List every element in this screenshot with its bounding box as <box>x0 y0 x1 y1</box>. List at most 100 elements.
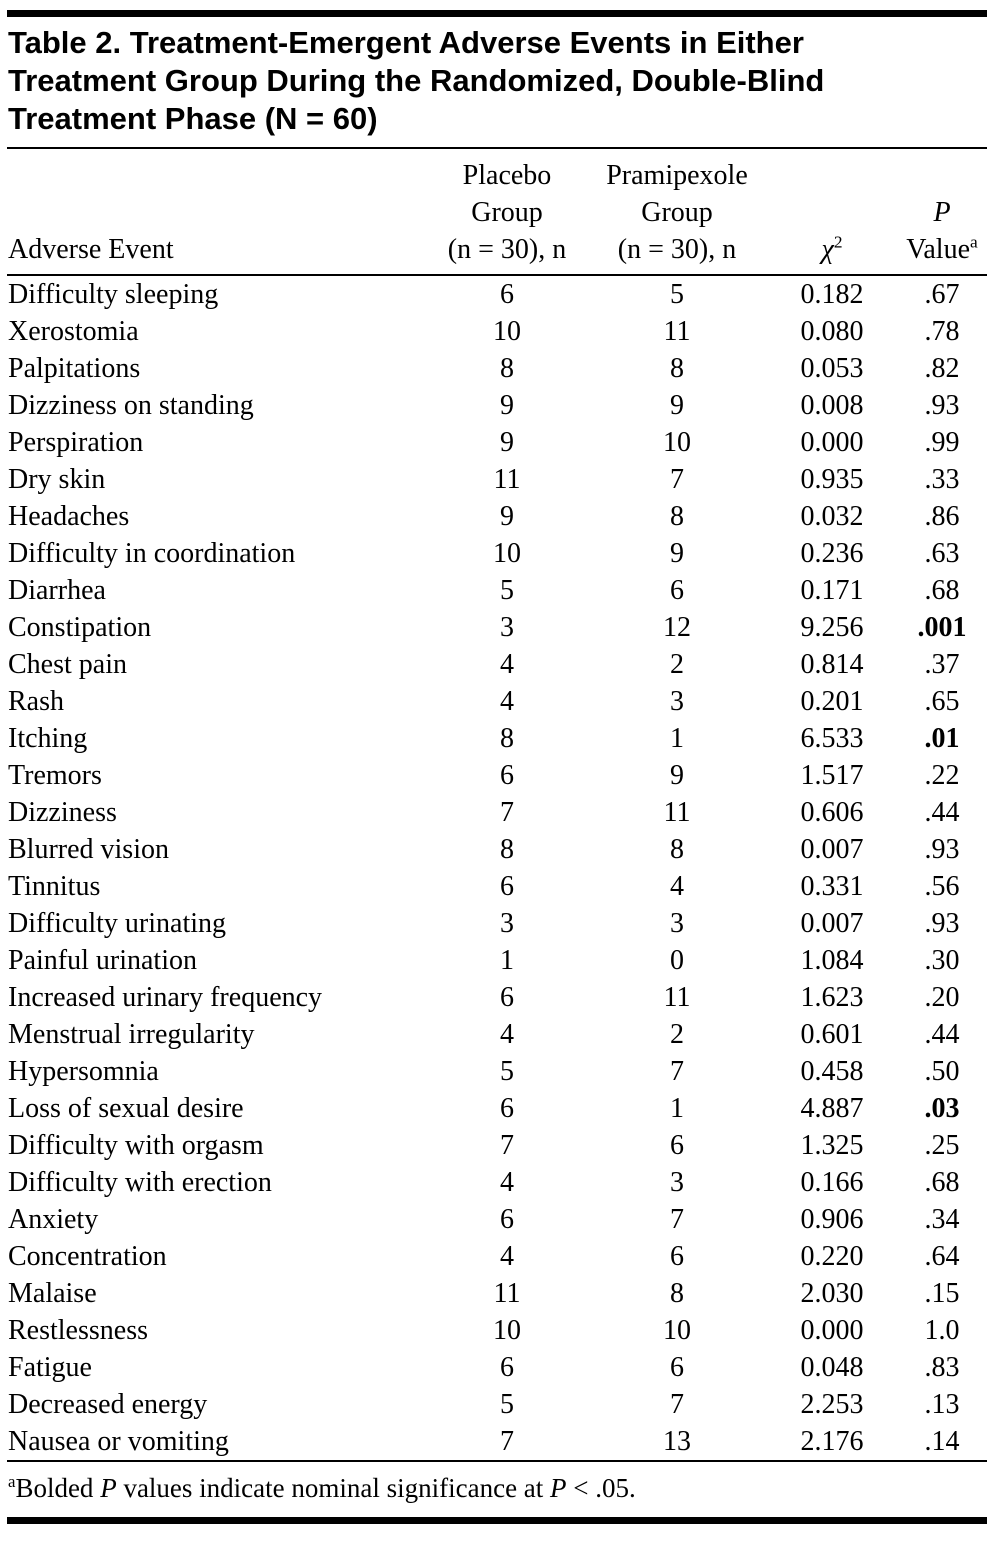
chi2-cell: 0.201 <box>800 686 864 717</box>
chi2-cell: 0.458 <box>800 1056 864 1087</box>
event-cell: Restlessness <box>8 1315 148 1346</box>
pramipexole-count-cell: 3 <box>670 1167 684 1198</box>
p-value-cell: 1.0 <box>924 1315 960 1346</box>
pramipexole-count-cell: 7 <box>670 1389 684 1420</box>
col-header-pramipexole-group: Pramipexole Group (n = 30), n <box>606 160 748 265</box>
p-value-cell: .001 <box>917 612 967 643</box>
table-row: Difficulty with erection 4 3 0.166 .68 <box>7 1164 987 1201</box>
event-cell: Dizziness <box>8 797 117 828</box>
p-value-cell: .99 <box>924 427 960 458</box>
p-value-cell: .03 <box>924 1093 960 1124</box>
event-cell: Perspiration <box>8 427 144 458</box>
table-title: Table 2. Treatment-Emergent Adverse Even… <box>7 17 987 147</box>
placebo-count-cell: 11 <box>493 464 521 495</box>
placebo-count-cell: 5 <box>500 1056 514 1087</box>
chi2-cell: 0.080 <box>800 316 864 347</box>
chi2-cell: 0.814 <box>800 649 864 680</box>
table-row: Hypersomnia 5 7 0.458 .50 <box>7 1053 987 1090</box>
pramipexole-count-cell: 4 <box>670 871 684 902</box>
table-row: Dizziness on standing 9 9 0.008 .93 <box>7 387 987 424</box>
table-row: Rash 4 3 0.201 .65 <box>7 683 987 720</box>
chi2-cell: 0.906 <box>800 1204 864 1235</box>
event-cell: Fatigue <box>8 1352 92 1383</box>
table-header-row: Adverse Event Placebo Group (n = 30), n … <box>7 148 987 275</box>
placebo-count-cell: 10 <box>493 538 521 569</box>
event-cell: Diarrhea <box>8 575 106 606</box>
pramipexole-count-cell: 8 <box>670 1278 684 1309</box>
title-line: Table 2. Treatment-Emergent Adverse Even… <box>8 25 804 60</box>
placebo-count-cell: 7 <box>500 797 514 828</box>
chi2-cell: 0.008 <box>800 390 864 421</box>
pramipexole-count-cell: 10 <box>663 427 691 458</box>
p-value-cell: .14 <box>924 1426 960 1457</box>
event-cell: Palpitations <box>8 353 141 384</box>
placebo-count-cell: 6 <box>500 760 514 791</box>
event-cell: Difficulty with erection <box>8 1167 272 1198</box>
chi2-cell: 0.000 <box>800 1315 864 1346</box>
pramipexole-count-cell: 6 <box>670 575 684 606</box>
p-value-cell: .86 <box>924 501 960 532</box>
p-value-cell: .68 <box>924 575 960 606</box>
event-cell: Blurred vision <box>8 834 169 865</box>
placebo-count-cell: 6 <box>500 1352 514 1383</box>
placebo-count-cell: 4 <box>500 1167 514 1198</box>
chi2-cell: 9.256 <box>800 612 864 643</box>
col-header-p-value: P Valuea <box>906 197 978 265</box>
table-row: Difficulty in coordination 10 9 0.236 .63 <box>7 535 987 572</box>
placebo-count-cell: 5 <box>500 575 514 606</box>
p-value-cell: .82 <box>924 353 960 384</box>
pramipexole-count-cell: 7 <box>670 464 684 495</box>
pramipexole-count-cell: 6 <box>670 1241 684 1272</box>
p-value-cell: .15 <box>924 1278 960 1309</box>
placebo-count-cell: 4 <box>500 1241 514 1272</box>
placebo-count-cell: 8 <box>500 353 514 384</box>
event-cell: Difficulty in coordination <box>8 538 296 569</box>
table-row: Difficulty with orgasm 7 6 1.325 .25 <box>7 1127 987 1164</box>
p-value-cell: .44 <box>924 797 960 828</box>
chi2-cell: 0.048 <box>800 1352 864 1383</box>
p-symbol: P <box>550 1473 567 1503</box>
chi2-cell: 0.007 <box>800 908 864 939</box>
event-cell: Tremors <box>8 760 102 791</box>
event-cell: Concentration <box>8 1241 167 1272</box>
pramipexole-count-cell: 5 <box>670 279 684 310</box>
pramipexole-count-cell: 1 <box>670 1093 684 1124</box>
p-value-cell: .37 <box>924 649 960 680</box>
event-cell: Tinnitus <box>8 871 101 902</box>
placebo-count-cell: 7 <box>500 1426 514 1457</box>
chi2-cell: 0.935 <box>800 464 864 495</box>
pramipexole-count-cell: 10 <box>663 1315 691 1346</box>
pramipexole-count-cell: 2 <box>670 649 684 680</box>
event-cell: Xerostomia <box>8 316 139 347</box>
adverse-event-label: Adverse Event <box>8 234 174 265</box>
event-cell: Difficulty urinating <box>8 908 226 939</box>
p-value-cell: .01 <box>924 723 960 754</box>
placebo-count-cell: 9 <box>500 390 514 421</box>
chi2-cell: 1.517 <box>800 760 864 791</box>
pramipexole-count-cell: 11 <box>663 316 691 347</box>
pramipexole-count-cell: 0 <box>670 945 684 976</box>
pramipexole-count-cell: 8 <box>670 834 684 865</box>
table-row: Anxiety 6 7 0.906 .34 <box>7 1201 987 1238</box>
chi2-cell: 0.601 <box>800 1019 864 1050</box>
chi2-cell: 0.331 <box>800 871 864 902</box>
placebo-count-cell: 11 <box>493 1278 521 1309</box>
placebo-count-cell: 9 <box>500 427 514 458</box>
event-cell: Difficulty sleeping <box>8 279 219 310</box>
table-row: Itching 8 1 6.533 .01 <box>7 720 987 757</box>
adverse-events-table: Adverse Event Placebo Group (n = 30), n … <box>7 147 987 1462</box>
pramipexole-count-cell: 9 <box>670 390 684 421</box>
chi-superscript: 2 <box>833 232 843 252</box>
p-value-footnote-marker: a <box>970 232 978 252</box>
p-value-cell: .78 <box>924 316 960 347</box>
p-value-cell: .63 <box>924 538 960 569</box>
p-value-cell: .68 <box>924 1167 960 1198</box>
pramipexole-count-cell: 1 <box>670 723 684 754</box>
table-row: Constipation 3 12 9.256 .001 <box>7 609 987 646</box>
chi2-cell: 0.236 <box>800 538 864 569</box>
p-symbol: P <box>933 197 951 228</box>
placebo-count-cell: 6 <box>500 1204 514 1235</box>
col-header-adverse-event: Adverse Event <box>7 148 427 275</box>
table-row: Dizziness 7 11 0.606 .44 <box>7 794 987 831</box>
placebo-count-cell: 9 <box>500 501 514 532</box>
